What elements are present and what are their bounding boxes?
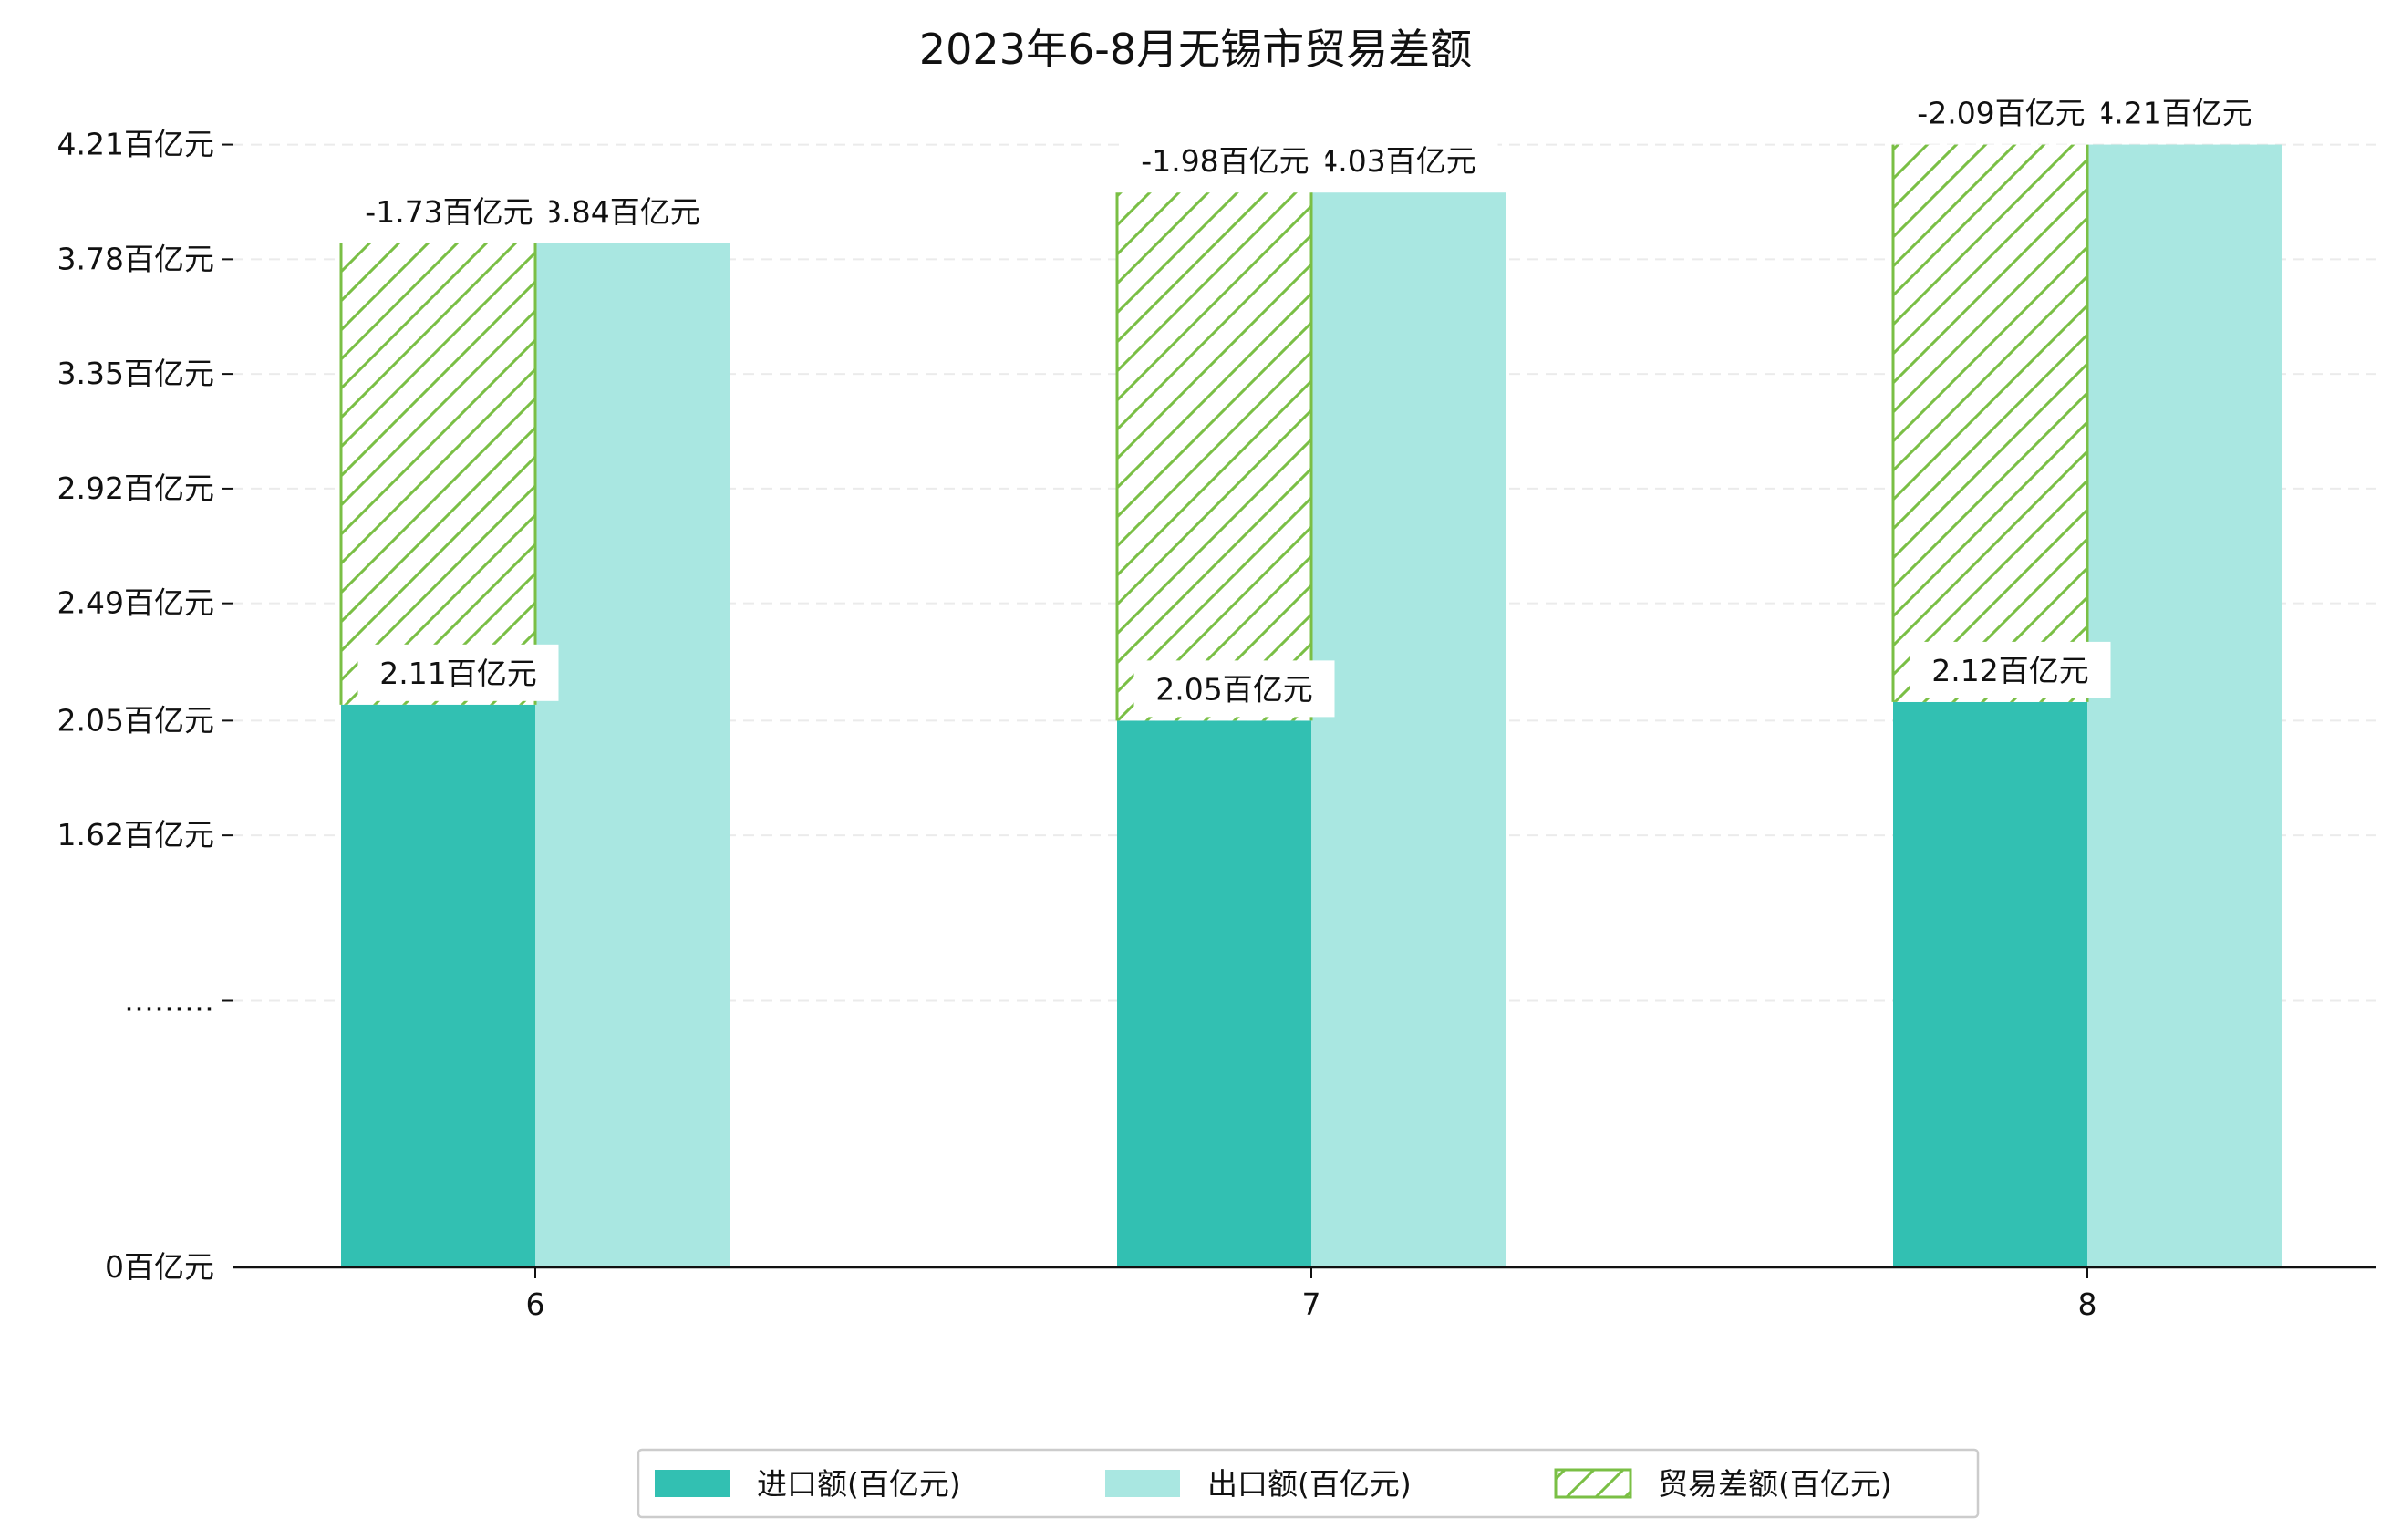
y-tick-label: 2.92百亿元	[57, 470, 214, 506]
import-value-label-bg	[357, 644, 559, 701]
export-value-label-bg	[1297, 132, 1498, 190]
balance-value-label: -2.09百亿元	[1917, 96, 2085, 131]
chart-title: 2023年6-8月无锡市贸易差额	[919, 25, 1472, 74]
import-value-label-bg	[1910, 641, 2111, 698]
legend-label[interactable]: 出口额(百亿元)	[1207, 1466, 1412, 1502]
import-value-label-bg	[1133, 660, 1335, 718]
import-value-label: 2.05百亿元	[1155, 671, 1312, 707]
legend-swatch[interactable]	[1105, 1470, 1180, 1497]
y-tick-label: 0百亿元	[105, 1249, 214, 1285]
x-axis: 6 7 8	[233, 1266, 2376, 1322]
export-bar	[2087, 144, 2282, 1268]
import-value-label: 2.11百亿元	[379, 656, 536, 691]
y-tick-label: 3.78百亿元	[57, 241, 214, 276]
y-tick-label: ………	[124, 983, 214, 1018]
export-value-label: 4.21百亿元	[2095, 96, 2251, 131]
export-value-label-bg	[521, 182, 722, 240]
export-bar	[535, 243, 730, 1267]
balance-value-label-bg	[1900, 84, 2102, 141]
bars	[339, 144, 2282, 1268]
y-tick-label: 2.49百亿元	[57, 585, 214, 621]
import-bar	[1893, 701, 2087, 1267]
x-tick-label: 7	[1302, 1287, 1321, 1322]
data-labels: 3.84百亿元 -1.73百亿元 2.11百亿元 4.03百亿元 -1.98百亿元 2.0…	[348, 84, 2274, 718]
legend[interactable]: 进口额(百亿元) 出口额(百亿元) 贸易差额(百亿元)	[637, 1448, 1980, 1519]
import-bar	[341, 704, 535, 1267]
y-tick-label: 4.21百亿元	[57, 127, 214, 162]
y-tick-label: 2.05百亿元	[57, 702, 214, 738]
legend-label[interactable]: 进口额(百亿元)	[757, 1466, 961, 1502]
export-value-label: 4.03百亿元	[1319, 143, 1475, 179]
legend-frame	[637, 1448, 1980, 1519]
legend-swatch[interactable]	[1554, 1468, 1632, 1499]
balance-value-label-bg	[1124, 132, 1326, 190]
import-value-label: 2.12百亿元	[1931, 653, 2088, 688]
balance-value-label: -1.98百亿元	[1141, 143, 1309, 179]
import-bar	[1117, 720, 1311, 1267]
balance-value-label: -1.73百亿元	[365, 194, 533, 230]
y-tick-label: 3.35百亿元	[57, 356, 214, 391]
y-axis: 0百亿元 ……… 1.62百亿元 2.05百亿元 2.49百亿元 2.92百亿元 3.35百…	[57, 127, 233, 1285]
x-tick-label: 8	[2078, 1287, 2097, 1322]
balance-bar	[341, 243, 535, 705]
export-value-label-bg	[2073, 84, 2274, 141]
x-tick-label: 6	[526, 1287, 545, 1322]
legend-swatch[interactable]	[655, 1470, 730, 1497]
y-tick-label: 1.62百亿元	[57, 817, 214, 853]
balance-bar	[1893, 144, 2087, 702]
export-value-label: 3.84百亿元	[543, 194, 699, 230]
balance-value-label-bg	[348, 182, 550, 240]
export-bar	[1311, 192, 1506, 1268]
balance-bar	[1117, 192, 1311, 721]
legend-label[interactable]: 贸易差额(百亿元)	[1658, 1466, 1892, 1502]
